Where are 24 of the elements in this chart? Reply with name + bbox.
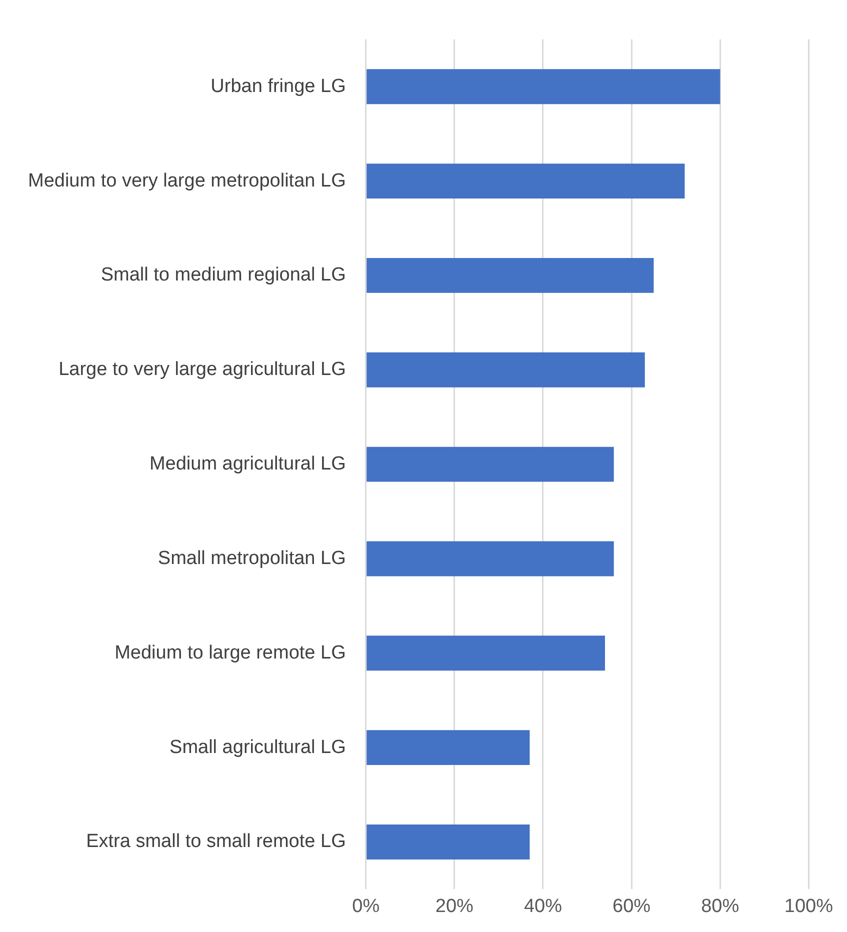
y-tick-label: Small to medium regional LG (100, 264, 346, 286)
bar (366, 541, 614, 576)
x-tick-label: 60% (612, 896, 651, 917)
x-tick-label: 0% (352, 896, 380, 917)
x-tick-label: 20% (435, 896, 474, 917)
bar (366, 69, 720, 104)
bar (366, 258, 654, 293)
x-tick-label: 40% (524, 896, 562, 917)
bar (366, 164, 685, 198)
y-tick-label: Urban fringe LG (210, 76, 346, 97)
bar (366, 636, 605, 671)
y-tick-label: Medium to large remote LG (114, 642, 346, 664)
y-tick-label: Medium agricultural LG (149, 454, 346, 475)
bar (366, 824, 530, 860)
x-tick-label: 100% (784, 896, 834, 917)
bar (366, 446, 614, 482)
bar (366, 352, 645, 388)
y-tick-label: Medium to very large metropolitan LG (28, 170, 346, 192)
y-tick-label: Small metropolitan LG (158, 548, 346, 569)
bar (366, 730, 530, 766)
y-tick-label: Extra small to small remote LG (86, 831, 346, 852)
x-tick-label: 80% (701, 896, 740, 917)
y-tick-label: Small agricultural LG (170, 736, 346, 758)
y-tick-label: Large to very large agricultural LG (58, 359, 346, 380)
